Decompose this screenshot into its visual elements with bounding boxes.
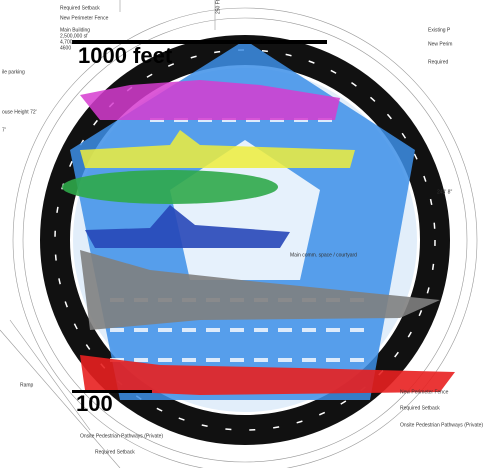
note: ile parking — [2, 69, 25, 75]
note: Required Setback — [400, 405, 440, 411]
note: Onsite Pedestrian Pathways (Private) — [400, 422, 483, 428]
dimension: 250 Ft. — [215, 0, 221, 14]
note: New Perim — [428, 41, 452, 47]
ship-yellow — [80, 130, 355, 168]
ship-blue — [85, 205, 290, 248]
ship-magenta — [80, 80, 340, 120]
note: Required — [428, 59, 449, 65]
note: Existing P — [428, 27, 451, 33]
note: Onsite Pedestrian Pathways (Private) — [80, 433, 163, 439]
note: 4,700 — [60, 39, 73, 45]
scale-bar-bottom — [72, 390, 152, 393]
ring-markings — [54, 49, 436, 431]
note: Main comm. space / courtyard — [290, 252, 357, 258]
plan-lines — [0, 0, 478, 468]
airship-green — [62, 170, 278, 204]
note: 2,500,000 sf — [60, 33, 88, 39]
note: New Perimeter Fence — [60, 15, 109, 21]
note: ouse Height 72' — [2, 109, 37, 115]
note: 7' — [2, 127, 6, 133]
note: Required Setback — [60, 5, 100, 11]
scale-label: 100 — [76, 391, 113, 416]
ship-gray — [80, 250, 440, 330]
scale-bar-top — [72, 40, 327, 44]
note: Ramp — [20, 382, 34, 388]
note: New Perimeter Fence — [400, 389, 449, 395]
note: 4600 — [60, 45, 71, 51]
scale-label: 1000 feet — [78, 43, 173, 68]
note: Required Setback — [95, 449, 135, 455]
dimension: 248' 8" — [437, 189, 452, 195]
note: Main Building — [60, 27, 90, 33]
ship-red — [80, 355, 455, 395]
